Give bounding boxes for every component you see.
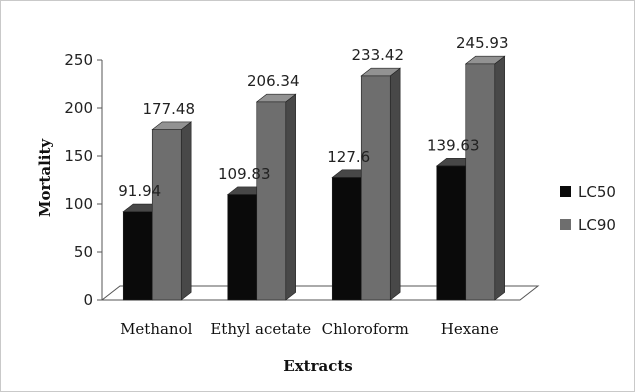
- bar-side-lc90: [180, 121, 192, 301]
- data-label-lc90: 233.42: [352, 46, 405, 64]
- y-tick-label: 150: [64, 147, 93, 165]
- x-category-label: Chloroform: [322, 320, 409, 338]
- x-axis-title: Extracts: [283, 357, 352, 375]
- y-tick-label: 100: [64, 195, 93, 213]
- data-label-lc50: 139.63: [427, 136, 480, 154]
- legend-swatch-lc50: [560, 186, 571, 197]
- data-label-lc50: 91.94: [118, 182, 161, 200]
- data-label-lc90: 206.34: [247, 72, 300, 90]
- bar-side-lc90: [389, 67, 401, 301]
- label-layer: 91.94 177.48 Methanol 109.83 206.34 Ethyl ace…: [118, 34, 508, 338]
- bar-lc50: [227, 194, 258, 301]
- data-label-lc50: 127.6: [327, 148, 370, 166]
- data-label-lc90: 177.48: [143, 100, 196, 118]
- bar-lc50: [436, 165, 467, 301]
- data-label-lc50: 109.83: [218, 165, 271, 183]
- y-axis-title: Mortality: [36, 138, 54, 217]
- x-category-label: Hexane: [441, 320, 499, 338]
- bar-side-lc90: [285, 93, 296, 301]
- bar-lc90: [256, 101, 287, 301]
- bar-lc50: [331, 177, 362, 301]
- bar-layer: [122, 55, 506, 301]
- bar-side-lc90: [494, 55, 505, 301]
- legend-swatch-lc90: [560, 219, 571, 230]
- legend-label-lc90: LC90: [578, 216, 616, 234]
- y-tick-label: 50: [74, 243, 93, 261]
- bar-lc50: [122, 211, 153, 301]
- x-category-label: Ethyl acetate: [210, 320, 311, 338]
- bar-lc90: [465, 63, 496, 301]
- y-tick-label: 250: [64, 51, 93, 69]
- legend: LC50 LC90: [560, 183, 616, 234]
- legend-label-lc50: LC50: [578, 183, 616, 201]
- data-label-lc90: 245.93: [456, 34, 509, 52]
- x-category-label: Methanol: [120, 320, 193, 338]
- y-tick-label: 0: [83, 291, 93, 309]
- bar-lc90: [151, 129, 182, 301]
- bar-lc90: [360, 75, 391, 301]
- y-tick-label: 200: [64, 99, 93, 117]
